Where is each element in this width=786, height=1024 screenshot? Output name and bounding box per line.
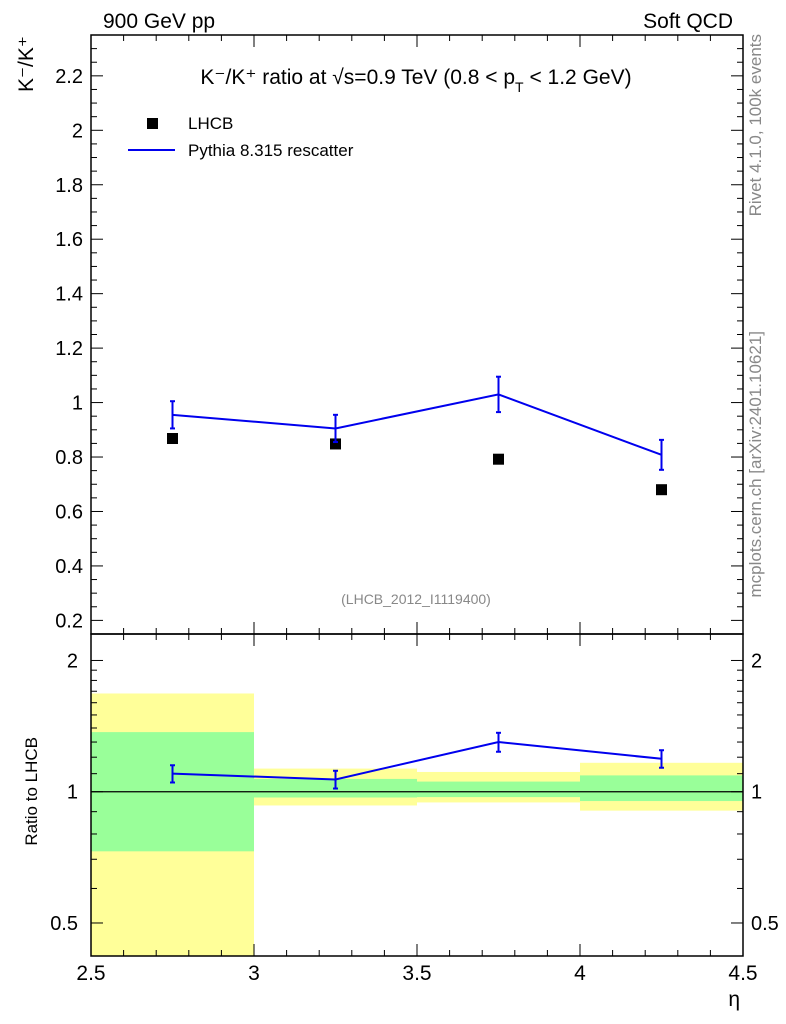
lhcb-point — [656, 484, 667, 496]
ratio-marks — [170, 731, 664, 790]
header-right: Soft QCD — [643, 10, 733, 33]
main-axes: 0.2 0.4 0.6 0.8 1 1.2 1.4 1.6 1.8 2 2.2 — [55, 34, 744, 635]
ratio-ytick-label-right: 0.5 — [751, 913, 779, 935]
side-rivet: Rivet 4.1.0, 100k events — [746, 34, 765, 216]
main-ytick-label: 2.2 — [55, 66, 83, 88]
ratio-xtick-label: 2.5 — [76, 962, 105, 985]
ratio-xtick-label: 3 — [248, 962, 260, 985]
main-title-text: K⁻/K⁺ ratio at √s=0.9 TeV (0.8 < p — [200, 66, 515, 89]
main-ytick-label: 1.2 — [55, 338, 83, 360]
legend-label-lhcb: LHCB — [188, 114, 233, 133]
ratio-xtick-label: 4.5 — [728, 962, 757, 985]
band-inner-3 — [580, 775, 743, 802]
main-ylabel: K⁻/K⁺ — [15, 36, 38, 92]
main-ytick-label: 0.6 — [55, 501, 83, 523]
main-ytick-label: 1 — [72, 393, 83, 415]
main-ytick-label: 0.8 — [55, 447, 83, 469]
ratio-ytick-label-left: 0.5 — [50, 913, 78, 935]
main-ytick-label: 1.4 — [55, 284, 83, 306]
main-ytick-label: 1.6 — [55, 229, 83, 251]
main-ytick-label: 0.4 — [55, 556, 83, 578]
analysis-label: (LHCB_2012_I1119400) — [341, 591, 491, 607]
main-ytick-label: 0.2 — [55, 610, 83, 632]
ratio-xtick-label: 4 — [574, 962, 586, 985]
lhcb-point — [167, 433, 178, 445]
main-title: K⁻/K⁺ ratio at √s=0.9 TeV (0.8 < pT < 1.… — [200, 66, 631, 95]
ratio-ytick-label-left: 2 — [67, 650, 78, 672]
ratio-bands — [91, 693, 743, 956]
pythia-line — [172, 393, 662, 456]
main-title-end: < 1.2 GeV) — [524, 66, 632, 89]
lhcb-point — [493, 453, 504, 465]
legend-label-pythia: Pythia 8.315 rescatter — [188, 141, 354, 160]
ratio-ytick-label-right: 2 — [751, 650, 762, 672]
lhcb-point — [330, 438, 341, 450]
ratio-xtick-label: 3.5 — [402, 962, 431, 985]
band-inner-2 — [417, 781, 580, 798]
ratio-ytick-label-right: 1 — [751, 782, 762, 804]
header-left: 900 GeV pp — [103, 10, 215, 33]
main-title-sub: T — [515, 79, 524, 95]
main-ytick-label: 1.8 — [55, 175, 83, 197]
side-source: mcplots.cern.ch [arXiv:2401.10621] — [746, 331, 765, 597]
ratio-ytick-label-left: 1 — [67, 782, 78, 804]
main-ytick-label: 2 — [72, 120, 83, 142]
x-axis-label: η — [728, 988, 740, 1011]
main-marks — [167, 375, 667, 496]
legend-marker-lhcb — [147, 118, 158, 129]
ratio-ylabel: Ratio to LHCB — [22, 737, 41, 846]
ratio-axes: 2.5 3 3.5 4 4.5 0.5 0.5 1 1 2 2 — [50, 633, 779, 985]
ratio-pythia-line — [172, 741, 662, 781]
